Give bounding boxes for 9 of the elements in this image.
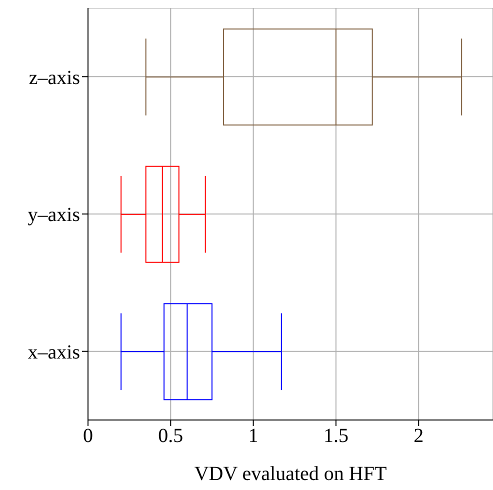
y-tick-label: z–axis (28, 66, 80, 89)
x-tick-label: 0.5 (158, 425, 184, 448)
y-tick-label: y–axis (28, 204, 80, 226)
x-tick-label: 0 (83, 425, 93, 448)
x-tick-label: 1 (248, 425, 258, 448)
y-tick-label: x–axis (28, 341, 80, 364)
x-tick-label: 2 (414, 425, 424, 448)
x-tick-label: 1.5 (323, 425, 348, 448)
x-axis-title: VDV evaluated on HFT (194, 463, 387, 485)
